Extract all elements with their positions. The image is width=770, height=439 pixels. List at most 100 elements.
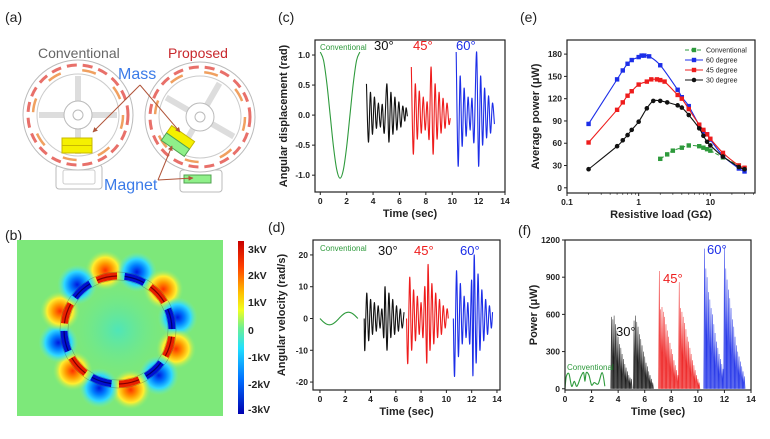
- series-conventional-line: [319, 51, 361, 179]
- data-point: [686, 106, 691, 112]
- y-axis-title: Average power (μW): [530, 63, 542, 169]
- ring-interior: [64, 276, 172, 384]
- colorbar-label: 3kV: [248, 244, 267, 256]
- x-tick-label: 8: [419, 394, 424, 404]
- x-tick-label: 2: [344, 196, 349, 206]
- legend-marker: [691, 67, 697, 73]
- plot-frame: [564, 239, 752, 391]
- data-point: [736, 164, 742, 170]
- magnet-segment-core: [63, 303, 72, 324]
- data-point: [654, 77, 660, 82]
- magnet-segment-core: [74, 283, 91, 298]
- mass-label: Mass: [118, 66, 156, 83]
- x-tick-label: 6: [393, 394, 398, 404]
- plot-frame: [314, 39, 506, 193]
- panel-label-a: (a): [5, 9, 22, 25]
- data-point: [708, 143, 713, 148]
- magnet-segment-core: [63, 330, 69, 352]
- y-tick-label: 30: [553, 161, 563, 171]
- x-tick-label: 10: [693, 394, 703, 404]
- data-point: [636, 82, 641, 87]
- y-tick-label: 600: [546, 309, 560, 319]
- data-point: [639, 53, 644, 58]
- data-point: [697, 122, 702, 127]
- data-point: [704, 146, 710, 152]
- series-annotation: Conventional: [320, 244, 367, 253]
- data-point: [646, 54, 652, 59]
- negative-field-lobe: [38, 322, 79, 363]
- magnet-segment-core: [118, 379, 140, 385]
- series-annotation: 45°: [413, 38, 433, 53]
- data-point: [649, 77, 654, 82]
- y-tick-label: 0: [557, 183, 562, 193]
- data-point: [704, 132, 710, 137]
- colorbar-label: -2kV: [248, 379, 270, 391]
- magnet-ring-field: [38, 250, 198, 410]
- x-axis-title: Time (sec): [631, 406, 686, 418]
- series-annotation: 30°: [374, 38, 394, 53]
- data-point: [625, 93, 630, 98]
- y-tick-label: 120: [548, 94, 562, 104]
- data-point: [679, 145, 685, 150]
- panel-label-b: (b): [5, 227, 22, 243]
- colorbar-label: 1kV: [248, 297, 267, 309]
- series-45--line: [406, 263, 449, 364]
- data-point: [701, 127, 706, 133]
- data-point: [586, 140, 591, 145]
- y-tick-label: 0: [555, 384, 560, 394]
- series-annotation: 30°: [616, 324, 636, 339]
- data-point: [686, 143, 691, 148]
- y-tick-label: -20: [296, 377, 309, 387]
- callout-arrows: [92, 84, 194, 181]
- magnet-label: Magnet: [104, 177, 158, 194]
- x-axis-title: Time (sec): [379, 406, 434, 418]
- y-tick-label: 0.5: [298, 80, 310, 90]
- series-annotation: 60°: [456, 38, 476, 53]
- magnet-segment-core: [71, 357, 86, 374]
- x-tick-label: 0: [563, 394, 568, 404]
- data-point: [658, 77, 663, 83]
- data-point: [620, 68, 625, 73]
- colorbar: [238, 241, 244, 414]
- data-point: [614, 143, 620, 149]
- colorbar-label: 0: [248, 325, 254, 337]
- data-point: [701, 133, 706, 139]
- y-tick-label: 1200: [541, 235, 560, 245]
- legend: Conventional 60 degree 45 degree 30 degree: [685, 48, 747, 85]
- magnet-segment-core: [96, 275, 118, 281]
- proposed-harvester-drawing: [144, 61, 256, 193]
- panel-a-diagram: (a): [5, 9, 256, 194]
- panel-b-field-map: (b) 3kV 2kV 1kV 0 -1kV -2kV -3kV: [5, 227, 270, 416]
- data-point: [636, 119, 641, 124]
- data-point: [662, 79, 667, 84]
- legend-label: Conventional: [706, 48, 747, 55]
- x-axis-title: Time (sec): [383, 208, 438, 220]
- x-tick-label: 10: [442, 394, 452, 404]
- x-tick-label: 14: [746, 394, 756, 404]
- y-tick-label: -10: [296, 345, 309, 355]
- series-annotation: Conventional: [567, 363, 614, 372]
- legend-marker: [691, 47, 697, 53]
- legend-marker: [691, 77, 697, 83]
- data-point: [650, 98, 656, 104]
- x-tick-label: 2: [343, 394, 348, 404]
- series-60--line: [455, 51, 495, 167]
- y-tick-label: -1.0: [295, 170, 310, 180]
- data-point: [675, 103, 680, 108]
- data-point: [686, 112, 692, 118]
- y-tick-label: 150: [548, 71, 562, 81]
- magnet-segment-core: [164, 336, 173, 357]
- y-tick-label: 90: [553, 116, 563, 126]
- y-tick-label: 60: [553, 138, 563, 148]
- x-tick-label: 12: [467, 394, 477, 404]
- y-tick-label: 10: [299, 282, 309, 292]
- x-axis-title: Resistive load (GΩ): [610, 209, 712, 221]
- x-tick-label: 8: [669, 394, 674, 404]
- data-point: [679, 105, 685, 110]
- data-point: [697, 144, 702, 149]
- y-tick-label: 0: [303, 313, 308, 323]
- series-annotation: 60°: [707, 242, 727, 257]
- data-point: [670, 148, 676, 153]
- y-axis-title: Power (μW): [528, 284, 540, 345]
